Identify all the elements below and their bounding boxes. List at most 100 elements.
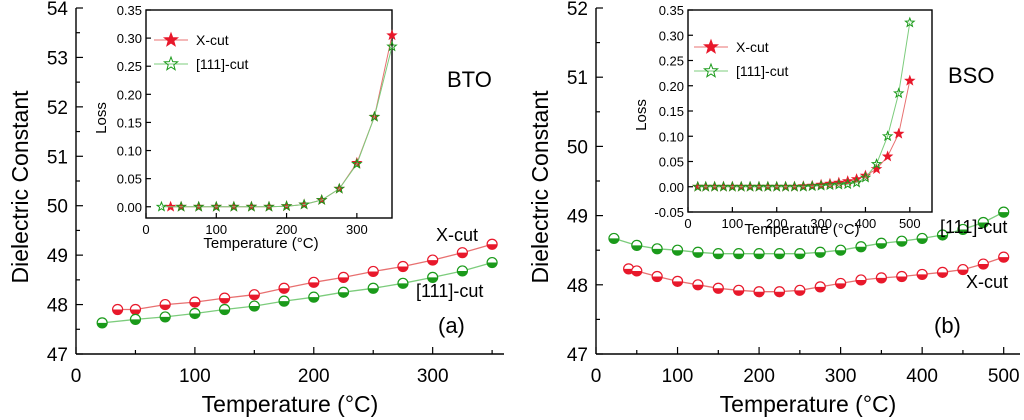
legend-marker — [702, 62, 720, 78]
data-point-fill — [249, 306, 260, 312]
panel-b: 0 100 200 300 400 500 47 48 49 50 51 52 Temperature … — [527, 0, 1020, 417]
inset-x-tick-label: 300 — [810, 216, 832, 231]
inset-data-point — [210, 200, 223, 212]
inset-series-111-cut — [692, 16, 916, 192]
y-tick-label: 48 — [567, 276, 588, 297]
inset-y-tick-label: 0.10 — [117, 144, 142, 159]
data-point-fill — [397, 266, 408, 272]
data-point — [278, 282, 290, 294]
inset-y-tick-label: 0.20 — [117, 87, 142, 102]
inset-data-point — [700, 180, 712, 192]
inset-series-line — [697, 22, 911, 188]
data-point — [456, 247, 468, 259]
inset-y-tick-label: 0.15 — [117, 115, 142, 130]
data-point-fill — [998, 257, 1009, 263]
inset-y-axis-title: Loss — [93, 102, 110, 134]
data-point-fill — [112, 309, 123, 315]
inset-x-tick-label: 500 — [899, 216, 921, 231]
y-tick-label: 47 — [567, 345, 588, 366]
inset-x-tick-label: 0 — [142, 222, 149, 237]
inset-x-axis-title: Temperature (°C) — [744, 221, 859, 238]
inset-data-point — [841, 178, 854, 190]
data-point — [651, 243, 663, 255]
data-point — [96, 317, 108, 329]
y-axis-title: Dielectric Constant — [527, 90, 553, 284]
data-point — [936, 266, 949, 278]
inset-x-tick-label: 200 — [276, 222, 298, 237]
data-point — [998, 206, 1010, 218]
data-point — [712, 282, 724, 294]
x-tick-label: 200 — [298, 366, 330, 387]
data-point — [794, 284, 806, 296]
inset-y-tick-label: 0.30 — [117, 31, 142, 46]
y-tick-label: 49 — [567, 207, 588, 228]
data-point-fill — [692, 284, 703, 290]
data-point-fill — [713, 253, 724, 259]
inset-legend: X-cut [111]-cut — [154, 31, 249, 72]
inset-y-tick-label: 0.25 — [659, 54, 684, 69]
data-point — [159, 311, 171, 323]
data-point-fill — [937, 234, 948, 240]
data-point-fill — [978, 222, 989, 228]
data-point — [427, 271, 439, 283]
legend-label: [111]-cut — [736, 63, 789, 79]
inset-data-point — [881, 150, 894, 162]
inset-data-point — [806, 180, 818, 192]
inset-data-point — [904, 16, 916, 28]
data-point — [608, 232, 620, 245]
data-point — [835, 244, 847, 256]
data-point — [753, 286, 765, 298]
data-point-fill — [835, 283, 846, 289]
inset-data-point — [881, 130, 894, 142]
data-point-fill — [815, 286, 826, 292]
data-point — [998, 251, 1010, 263]
data-point — [486, 238, 498, 250]
data-point — [651, 270, 663, 283]
data-point-fill — [917, 238, 928, 244]
data-point-fill — [189, 313, 200, 319]
data-point-fill — [368, 271, 379, 277]
data-point — [977, 216, 989, 229]
data-point — [456, 265, 468, 277]
panel-label: (b) — [934, 313, 961, 338]
data-point-fill — [249, 294, 260, 300]
data-point-fill — [896, 276, 907, 282]
y-tick-label: 54 — [47, 0, 69, 20]
inset-data-point — [762, 180, 774, 192]
data-point — [112, 303, 124, 316]
inset-y-tick-label: 0.35 — [659, 3, 684, 18]
data-point-fill — [672, 250, 683, 256]
data-point-fill — [160, 304, 171, 310]
data-point-fill — [130, 309, 141, 315]
data-point — [875, 237, 887, 249]
data-point — [773, 286, 786, 298]
data-point-fill — [713, 288, 724, 294]
data-point-fill — [338, 292, 349, 298]
data-point-fill — [998, 212, 1009, 218]
x-tick-label: 200 — [743, 366, 775, 387]
data-point — [308, 291, 320, 303]
data-point — [129, 303, 142, 316]
x-tick-label: 400 — [906, 366, 938, 387]
inset-data-point — [155, 200, 168, 212]
data-point — [248, 289, 260, 301]
data-point-fill — [754, 291, 765, 297]
data-point-fill — [279, 301, 290, 307]
inset-data-point — [833, 178, 845, 190]
inset-y-axis-title: Loss — [633, 99, 650, 131]
data-point — [773, 248, 786, 260]
legend-label: [111]-cut — [196, 56, 249, 72]
y-tick-label: 48 — [47, 296, 68, 317]
inset-data-point — [779, 180, 792, 192]
data-point — [855, 274, 867, 286]
data-point-fill — [631, 270, 642, 276]
inset-x-axis-title: Temperature (°C) — [203, 235, 318, 252]
inset-data-point — [192, 200, 205, 212]
inset-data-point — [892, 87, 905, 99]
x-tick-label: 300 — [417, 366, 449, 387]
inset-data-point — [735, 180, 747, 192]
data-point — [671, 244, 684, 256]
x-tick-label: 500 — [988, 366, 1020, 387]
inset-x-tick-label: 100 — [205, 222, 227, 237]
y-axis-title: Dielectric Constant — [7, 90, 33, 284]
